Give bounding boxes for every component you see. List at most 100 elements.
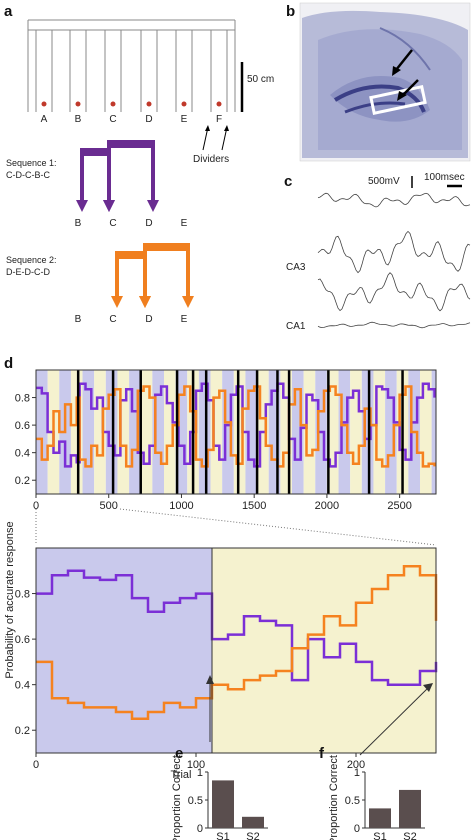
sequence-arrowhead <box>111 296 123 308</box>
bar-y-tick-label: 0 <box>354 823 360 835</box>
block-background <box>105 370 118 494</box>
arrowhead-to-f <box>423 683 433 692</box>
block-background <box>361 370 374 494</box>
zoom-guide-right <box>119 508 437 546</box>
block-background <box>94 370 106 494</box>
histology-arrow-1 <box>395 49 413 71</box>
panel-b-letter: b <box>286 3 295 20</box>
sequence-arm-label: E <box>181 314 188 325</box>
arm-label: F <box>216 114 222 125</box>
y-tick-label: 0.6 <box>15 420 30 432</box>
bar-s1 <box>212 780 234 828</box>
lfp-trace <box>317 272 471 312</box>
arm-label: E <box>181 114 188 125</box>
bar-ylabel: Proportion Correct <box>171 755 183 840</box>
panel-e-letter: e <box>175 745 183 762</box>
plot-frame <box>35 369 437 495</box>
block-background <box>350 370 362 494</box>
histology-arrow-2 <box>401 79 419 97</box>
sequence-arrowhead <box>182 296 194 308</box>
histology-arrowhead-2 <box>397 91 407 101</box>
ca3-region-box <box>369 84 427 116</box>
block-background <box>82 370 95 494</box>
y-tick-label: 0.8 <box>15 393 30 405</box>
block-background <box>326 370 339 494</box>
trace-label-ca3: CA3 <box>286 262 306 273</box>
x-tick-label: 200 <box>347 759 365 771</box>
block-background <box>373 370 386 494</box>
lfp-trace <box>317 230 471 274</box>
sequence-arm-label: B <box>75 314 82 325</box>
series-line-seq2 <box>36 385 436 468</box>
x-tick-label: 0 <box>33 759 39 771</box>
y-tick-label: 0.8 <box>15 589 30 601</box>
bar-category-label: S2 <box>246 831 259 840</box>
sequence-arm-label: D <box>145 218 152 229</box>
sequence-arm-label: E <box>181 218 188 229</box>
reward-dot <box>41 101 47 107</box>
bar-y-tick-label: 1 <box>197 767 203 779</box>
sequence2-order: D-E-D-C-D <box>6 267 50 277</box>
series-line-seq1 <box>36 382 436 468</box>
sequence-path-leg <box>80 148 111 202</box>
sequence-arrowhead <box>76 200 88 212</box>
sequence-path-leg <box>80 152 111 202</box>
x-tick-label: 2500 <box>387 500 411 512</box>
y-tick-label: 0.6 <box>15 634 30 646</box>
block-background <box>338 370 351 494</box>
block-background <box>385 370 397 494</box>
sequence-arm-label: C <box>109 218 116 229</box>
main-trial-chart: 0 500 1000 1500 2000 2500 0.2 0.4 0.6 0.8 <box>15 369 437 512</box>
reward-dot <box>75 101 81 107</box>
arrowhead-to-e <box>206 675 214 684</box>
panel-f-letter: f <box>319 745 325 762</box>
panel-c-letter: c <box>284 173 292 190</box>
sequence2-title: Sequence 2: <box>6 255 57 265</box>
bar-y-tick-label: 1 <box>354 767 360 779</box>
sequence-arm-label: C <box>109 314 116 325</box>
x-tick-label: 1500 <box>242 500 266 512</box>
reward-dot <box>110 101 116 107</box>
zoomed-trial-chart: 0 100 200 0.2 0.4 0.6 0.8 <box>15 547 438 771</box>
panel-a-letter: a <box>4 3 13 20</box>
x-tick-label: 500 <box>100 500 118 512</box>
x-tick-label: 0 <box>33 500 39 512</box>
block-background <box>420 370 432 494</box>
bar-y-tick-label: 0 <box>197 823 203 835</box>
scale-time-label: 100msec <box>424 172 465 183</box>
sequence-arrowhead <box>103 200 115 212</box>
y-tick-label: 0.2 <box>15 475 30 487</box>
x-tick-label: 1000 <box>169 500 193 512</box>
panel-d-ylabel: Probability of accurate response <box>4 521 16 678</box>
block-background <box>164 370 176 494</box>
sequence-path-leg <box>143 247 190 298</box>
block-background <box>233 370 246 494</box>
sequence1-order: C-D-C-B-C <box>6 170 50 180</box>
divider-arrowhead-2 <box>224 125 229 131</box>
y-tick-label: 0.4 <box>15 680 30 692</box>
block-background <box>280 370 292 494</box>
block-background <box>245 370 258 494</box>
arrow-to-f <box>359 685 431 756</box>
sequence-arm-label: B <box>75 218 82 229</box>
series-line-seq2 <box>36 564 438 721</box>
x-tick-label: 100 <box>187 759 205 771</box>
arm-label: D <box>145 114 152 125</box>
bar-category-label: S1 <box>216 831 229 840</box>
series-line-seq1 <box>36 569 438 686</box>
lfp-trace <box>317 321 471 329</box>
block-background <box>129 370 141 494</box>
bar-y-tick-label: 0.5 <box>345 795 360 807</box>
sequence2-path <box>111 243 194 308</box>
histology-arrowhead-1 <box>392 66 401 76</box>
sequence-arrowhead <box>139 296 151 308</box>
divider-arrowhead-1 <box>205 125 210 131</box>
sequence-path-leg <box>107 140 155 202</box>
arm-label: C <box>109 114 116 125</box>
block-background <box>70 370 83 494</box>
histology-image <box>299 2 471 162</box>
bar-s1 <box>369 808 391 828</box>
y-tick-label: 0.2 <box>15 725 30 737</box>
sequence-path-leg <box>107 144 155 202</box>
trace-label-ca1: CA1 <box>286 321 306 332</box>
